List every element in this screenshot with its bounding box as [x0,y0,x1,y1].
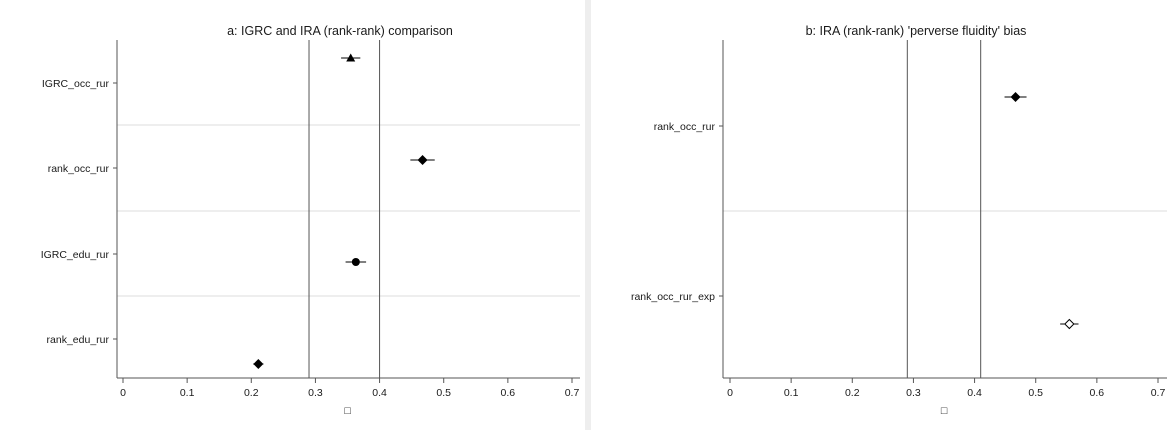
x-tick-label: 0.3 [906,387,921,399]
panel-a: a: IGRC and IRA (rank-rank) comparison 0 0… [40,24,580,417]
chart-title: a: IGRC and IRA (rank-rank) comparison [227,24,453,38]
y-tick-label: IGRC_occ_rur [42,78,110,90]
x-tick-label: 0.2 [845,387,860,399]
y-tick-label: IGRC_edu_rur [41,249,110,261]
x-tick-label: 0.7 [1151,387,1166,399]
forest-plot-b: b: IRA (rank-rank) 'perverse fluidity' b… [631,24,1167,417]
y-tick-label: rank_occ_rur [654,121,716,133]
x-tick-label: 0 [727,387,733,399]
y-tick-label: rank_edu_rur [47,334,110,346]
point-marker [351,258,360,266]
x-tick-label: 0.4 [967,387,982,399]
panel-divider [585,0,591,430]
legend-symbol: □ [941,405,948,417]
point-marker [346,53,356,62]
y-tick-label: rank_occ_rur_exp [631,291,715,303]
x-tick-label: 0.5 [1028,387,1043,399]
x-tick-label: 0.3 [308,387,323,399]
x-tick-label: 0.6 [501,387,516,399]
y-tick-label: rank_occ_rur [48,163,110,175]
x-tick-label: 0.4 [372,387,387,399]
panel-b: b: IRA (rank-rank) 'perverse fluidity' b… [591,0,1170,430]
point-marker [253,359,264,369]
chart-title: b: IRA (rank-rank) 'perverse fluidity' b… [806,24,1027,38]
x-tick-label: 0.1 [784,387,799,399]
x-tick-label: 0.2 [244,387,259,399]
x-tick-label: 0.6 [1090,387,1105,399]
point-marker [1064,318,1075,330]
point-marker [417,155,428,165]
x-tick-label: 0.5 [436,387,451,399]
x-tick-label: 0.1 [180,387,195,399]
legend-symbol: □ [344,405,351,417]
forest-plot-a: a: IGRC and IRA (rank-rank) comparison 0 0… [41,24,580,417]
x-tick-label: 0.7 [565,387,580,399]
point-marker [1010,92,1021,102]
x-tick-label: 0 [120,387,126,399]
